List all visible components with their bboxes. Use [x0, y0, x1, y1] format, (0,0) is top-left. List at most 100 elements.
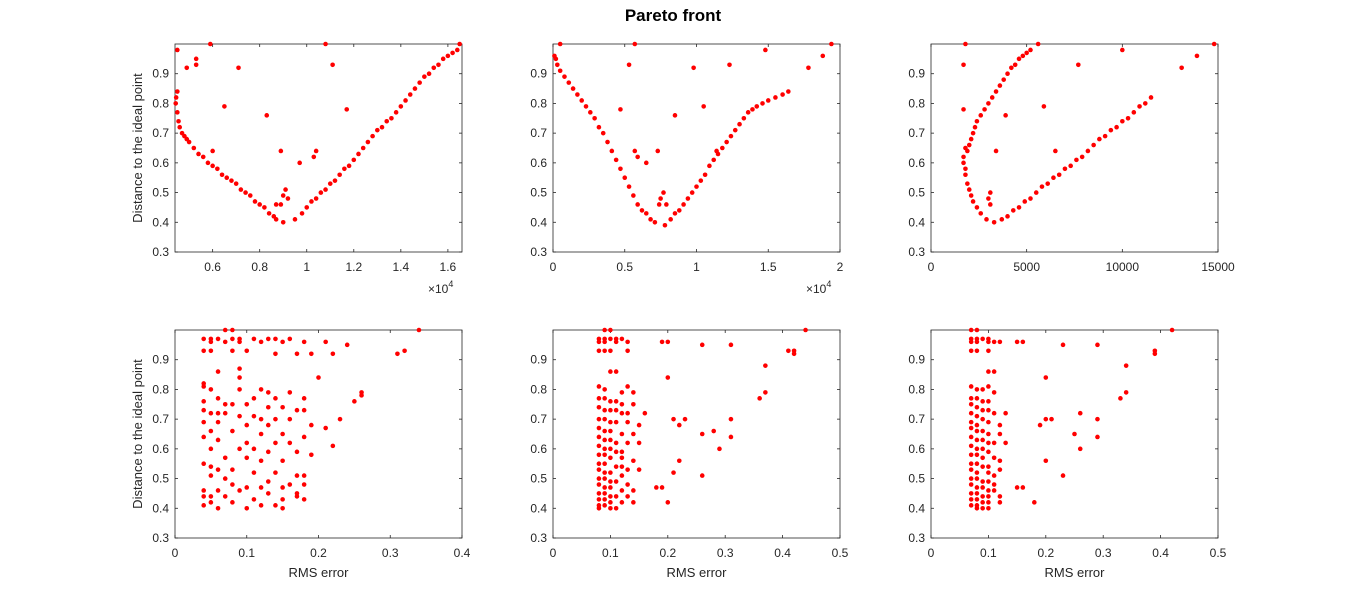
data-point — [280, 404, 285, 410]
data-point — [173, 95, 179, 100]
data-point — [968, 461, 974, 467]
data-point — [215, 369, 221, 374]
data-point — [980, 336, 985, 342]
data-point — [1095, 434, 1100, 440]
data-point — [997, 339, 1003, 345]
data-point — [596, 482, 602, 487]
x-tick-label: 0 — [172, 546, 179, 560]
data-point — [636, 440, 642, 446]
y-tick-label: 0.8 — [530, 96, 547, 110]
data-point — [257, 202, 262, 207]
data-point — [974, 396, 980, 401]
x-axis-label: RMS error — [667, 565, 728, 580]
data-point — [175, 110, 180, 115]
figure-title: Pareto front — [624, 6, 722, 25]
data-point — [619, 401, 625, 407]
data-point — [608, 485, 613, 490]
data-point — [557, 68, 563, 74]
data-point — [986, 196, 991, 201]
data-point — [608, 437, 613, 443]
data-point — [1020, 53, 1026, 59]
data-point — [208, 464, 214, 469]
data-point — [619, 410, 625, 416]
data-point — [631, 401, 636, 407]
data-point — [968, 419, 974, 425]
data-point — [566, 80, 572, 85]
data-point — [426, 71, 432, 77]
data-point — [230, 336, 235, 342]
data-point — [961, 107, 966, 112]
data-point — [360, 145, 366, 151]
data-point — [596, 384, 602, 389]
data-point — [636, 467, 642, 472]
data-point — [402, 348, 407, 354]
data-point — [609, 148, 615, 154]
data-point — [635, 154, 640, 160]
subplot-3: 0 5000 10000 15000 0.3 0.4 0.5 0.6 0.7 0.8 0.9 — [908, 41, 1235, 274]
x-tick-label: 0 — [928, 546, 935, 560]
data-point — [974, 491, 980, 496]
data-point — [608, 419, 613, 425]
y-tick-label: 0.3 — [908, 531, 925, 545]
figure-title-wrap: Pareto front — [0, 6, 1346, 26]
data-point — [265, 479, 271, 484]
x-tick-label: 0.1 — [238, 546, 255, 560]
data-point — [1068, 163, 1073, 169]
data-point — [727, 62, 732, 68]
data-point — [1060, 342, 1066, 348]
data-point — [968, 136, 974, 142]
x-tick-label: 1 — [303, 260, 310, 274]
data-point — [974, 387, 980, 392]
data-point — [625, 419, 630, 425]
data-point — [626, 62, 632, 68]
data-point — [608, 428, 613, 434]
data-point — [717, 446, 722, 452]
y-axis-label: Distance to the ideal point — [130, 359, 145, 509]
data-point — [654, 485, 659, 490]
data-point — [997, 422, 1003, 428]
data-point — [986, 407, 991, 413]
y-tick-label: 0.7 — [530, 412, 547, 426]
data-point — [980, 494, 985, 499]
data-point — [1003, 113, 1008, 118]
data-point — [1003, 410, 1008, 416]
data-point — [208, 428, 214, 434]
data-point — [750, 107, 755, 112]
y-tick-label: 0.3 — [152, 531, 169, 545]
data-point — [309, 199, 314, 204]
data-point — [608, 369, 613, 374]
data-point — [754, 104, 760, 109]
data-point — [1056, 172, 1062, 178]
data-point — [301, 407, 307, 413]
data-point — [980, 428, 985, 434]
data-point — [986, 101, 991, 106]
data-point — [625, 467, 630, 472]
data-point — [596, 396, 602, 401]
data-point — [963, 41, 968, 47]
y-tick-label: 0.5 — [530, 186, 547, 200]
data-point — [676, 422, 682, 428]
data-point — [1077, 446, 1083, 452]
data-point — [1091, 142, 1096, 148]
data-point — [829, 41, 834, 47]
data-point — [375, 127, 380, 133]
data-point — [596, 425, 602, 431]
data-point — [986, 449, 991, 455]
data-point — [715, 151, 721, 157]
data-point — [205, 160, 211, 166]
y-tick-label: 0.8 — [152, 382, 169, 396]
data-point — [1012, 62, 1018, 68]
data-point — [991, 390, 997, 395]
data-point — [608, 407, 613, 413]
data-point — [993, 89, 999, 94]
data-point — [732, 127, 738, 133]
subplot-1: 0.6 0.8 1 1.2 1.4 1.6 0.3 0.4 0.5 0.6 0.7 0.8 0.9 ×10… — [130, 41, 463, 296]
x-tick-label: 0.2 — [1037, 546, 1054, 560]
data-point — [980, 387, 985, 392]
data-point — [652, 219, 658, 225]
data-point — [1028, 47, 1033, 53]
data-point — [283, 187, 288, 192]
data-point — [978, 113, 984, 118]
data-point — [980, 500, 985, 505]
data-point — [230, 348, 235, 354]
